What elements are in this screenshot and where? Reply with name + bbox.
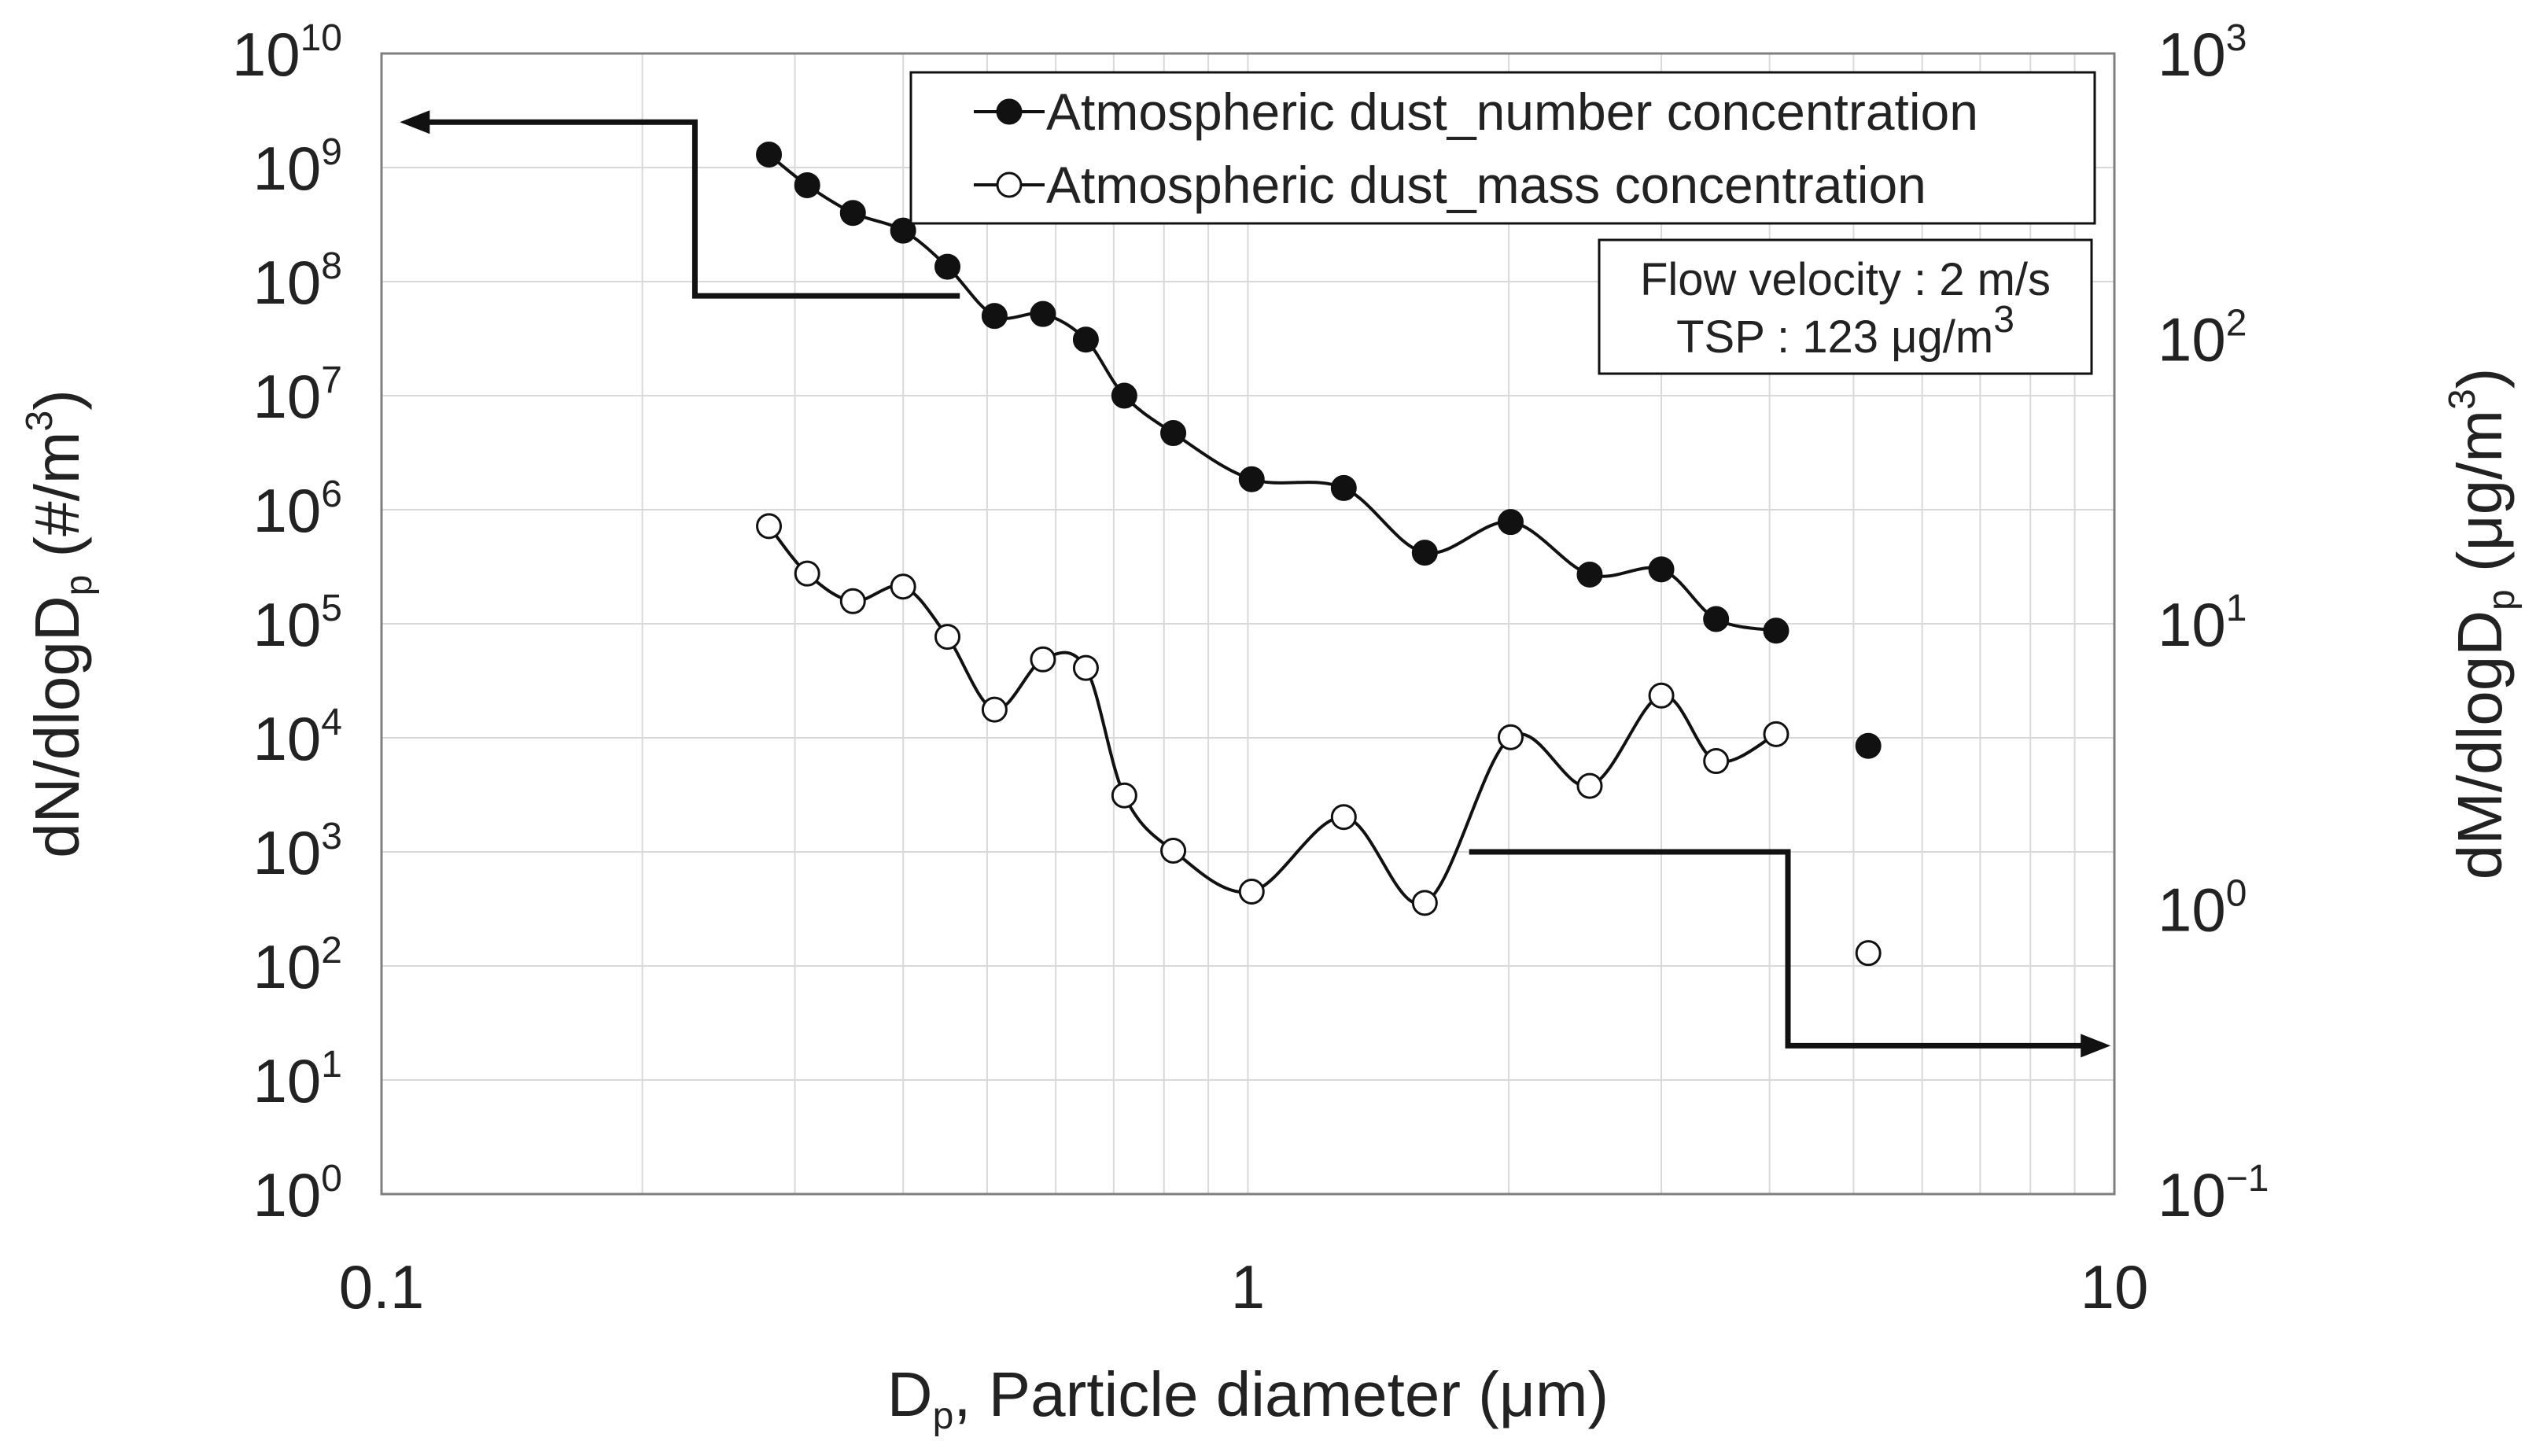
series-mass-point (1330, 804, 1357, 831)
x-axis-ticks: 0.1 1 10 (339, 1252, 2149, 1321)
x-tick-label: 1 (1231, 1252, 1265, 1321)
series-number-point (1160, 420, 1187, 447)
series-number-point (890, 217, 916, 244)
series-number (756, 141, 1882, 759)
left-y-tick-label: 106 (253, 474, 342, 545)
left-y-tick-label: 105 (253, 588, 342, 659)
annotation-tsp: TSP : 123 μg/m3 (1676, 299, 2014, 363)
series-mass-point (1411, 890, 1438, 916)
series-number-point (1030, 300, 1056, 327)
series-mass-point (1855, 940, 1882, 967)
left-y-tick-label: 103 (253, 816, 342, 887)
series-number-point (1497, 509, 1524, 536)
series-mass-point (1497, 724, 1524, 750)
arrow-right-line (1469, 849, 2086, 1049)
series-number-point (1855, 732, 1882, 759)
series-mass-point (981, 696, 1008, 723)
annotation-box: Flow velocity : 2 m/s TSP : 123 μg/m3 (1598, 238, 2093, 375)
series-number-point (934, 253, 961, 280)
arrow-right-head (2081, 1034, 2111, 1058)
x-tick-label: 10 (2081, 1252, 2149, 1321)
series-mass-point (1703, 748, 1730, 775)
series-number-point (1411, 540, 1438, 566)
legend-label-number: Atmospheric dust_number concentration (1046, 83, 1978, 141)
series-number-line (768, 153, 1777, 632)
series-mass-point (1576, 772, 1603, 799)
legend-label-mass: Atmospheric dust_mass concentration (1046, 156, 1926, 214)
legend-box (909, 71, 2096, 225)
right-y-axis-title: dM/dlogDp (μg/m3) (2442, 368, 2523, 880)
left-y-tick-label: 101 (253, 1044, 342, 1115)
right-y-tick-label: 103 (2158, 17, 2247, 89)
series-number-point (1576, 561, 1603, 588)
right-y-axis-ticks: 10−1 100 101 102 103 (2158, 17, 2269, 1229)
series-mass-point (1030, 646, 1056, 673)
left-y-tick-label: 109 (253, 131, 342, 203)
right-y-tick-label: 102 (2158, 303, 2247, 374)
series-number-point (1648, 556, 1675, 583)
series-number-point (839, 200, 866, 227)
series-number-point (1763, 617, 1790, 644)
left-y-tick-label: 107 (253, 359, 342, 431)
left-y-tick-label: 1010 (232, 17, 342, 89)
legend-marker-number (996, 98, 1023, 125)
series-layer (756, 141, 1882, 967)
right-y-tick-label: 100 (2158, 873, 2247, 945)
left-y-tick-label: 104 (253, 702, 342, 773)
annotation-frame (1598, 238, 2093, 375)
left-y-axis-ticks: 100 101 102 103 104 105 106 107 108 109 1010 (232, 17, 342, 1229)
left-y-tick-label: 102 (253, 930, 342, 1001)
series-mass-point (890, 573, 916, 600)
series-number-point (1238, 466, 1265, 492)
series-mass-point (794, 560, 820, 587)
x-tick-label: 0.1 (339, 1252, 424, 1321)
series-mass-point (1763, 721, 1790, 747)
left-y-tick-label: 108 (253, 245, 342, 317)
series-mass-point (756, 513, 783, 540)
series-number-point (1072, 326, 1099, 353)
series-mass-point (1160, 838, 1187, 864)
left-y-axis-title: dN/dlogDp (#/m3) (19, 389, 100, 858)
right-y-tick-label: 101 (2158, 588, 2247, 659)
x-axis-title: Dp, Particle diameter (μm) (887, 1359, 1609, 1437)
series-mass (756, 513, 1882, 967)
series-mass-point (839, 588, 866, 614)
left-y-tick-label: 100 (253, 1158, 342, 1229)
series-mass-point (934, 624, 961, 651)
series-number-point (1703, 606, 1730, 632)
series-mass-point (1648, 682, 1675, 709)
right-y-tick-label: 10−1 (2158, 1158, 2269, 1229)
series-mass-line (767, 525, 1777, 906)
series-mass-point (1072, 654, 1099, 681)
plot-area-frame (380, 52, 2116, 1196)
annotation-flow-velocity: Flow velocity : 2 m/s (1640, 254, 2051, 305)
legend: Atmospheric dust_number concentration At… (909, 71, 2096, 225)
series-mass-point (1111, 782, 1137, 809)
series-mass-point (1238, 878, 1265, 905)
axis-arrows (400, 110, 2111, 1058)
series-number-point (1111, 382, 1137, 409)
legend-marker-mass (996, 171, 1023, 198)
arrow-left-line (425, 119, 960, 299)
series-number-point (794, 171, 820, 198)
series-number-point (756, 141, 783, 168)
series-number-point (1330, 474, 1357, 501)
arrow-left-head (400, 110, 430, 135)
series-number-point (981, 303, 1008, 330)
